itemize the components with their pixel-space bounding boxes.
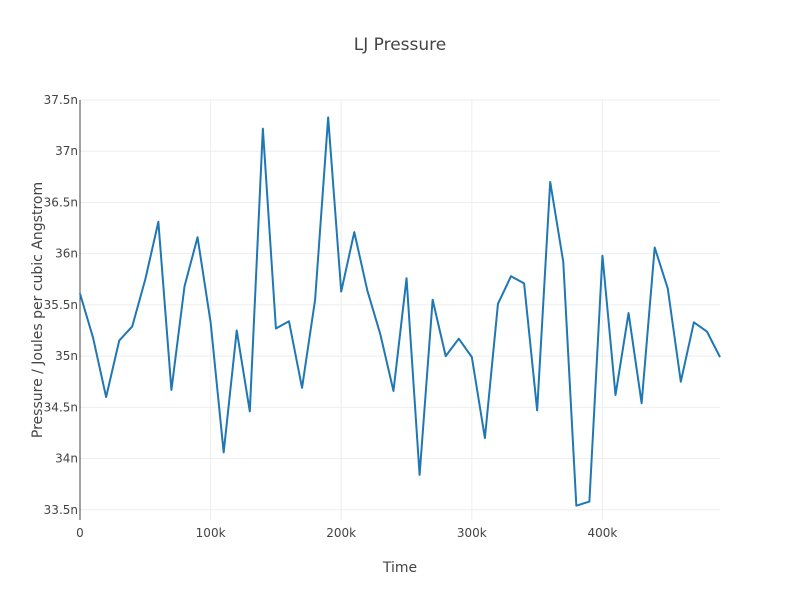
x-tick-label: 400k bbox=[588, 526, 618, 540]
y-axis-ticks: 33.5n 34n 34.5n 35n 35.5n 36n 36.5n 37n 37.5n bbox=[44, 93, 78, 517]
y-tick-label: 37n bbox=[55, 144, 78, 158]
chart-title: LJ Pressure bbox=[354, 35, 446, 55]
y-tick-label: 34.5n bbox=[44, 400, 78, 414]
pressure-series-line bbox=[79, 116, 721, 507]
y-tick-label: 36.5n bbox=[44, 195, 78, 209]
x-axis-title: Time bbox=[382, 560, 417, 576]
y-tick-label: 33.5n bbox=[44, 503, 78, 517]
y-tick-label: 35n bbox=[55, 349, 78, 363]
grid-lines bbox=[80, 99, 720, 520]
y-tick-label: 35.5n bbox=[44, 298, 78, 312]
y-tick-label: 36n bbox=[55, 247, 78, 261]
y-axis-title: Pressure / Joules per cubic Angstrom bbox=[30, 182, 46, 438]
y-tick-label: 34n bbox=[55, 452, 78, 466]
x-tick-label: 200k bbox=[326, 526, 356, 540]
x-tick-label: 0 bbox=[76, 526, 84, 540]
x-tick-label: 100k bbox=[196, 526, 226, 540]
y-tick-label: 37.5n bbox=[44, 93, 78, 107]
x-tick-label: 300k bbox=[457, 526, 487, 540]
x-axis-ticks: 0 100k 200k 300k 400k bbox=[76, 526, 617, 540]
